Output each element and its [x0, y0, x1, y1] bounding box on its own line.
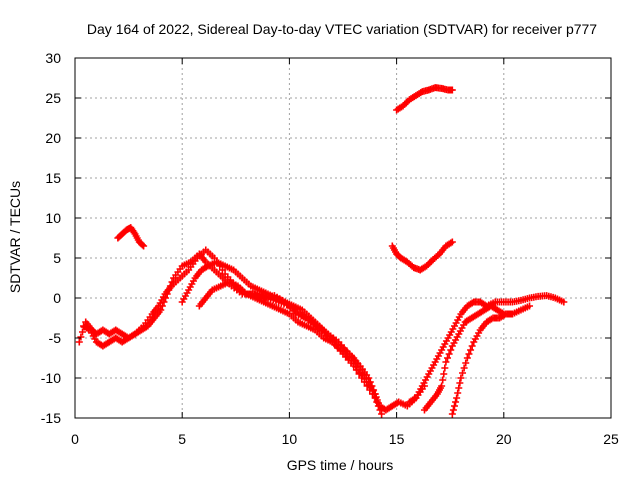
chart-title: Day 164 of 2022, Sidereal Day-to-day VTE… — [87, 21, 597, 37]
x-tick-label: 25 — [603, 431, 619, 447]
y-axis-label: SDTVAR / TECUs — [7, 181, 23, 293]
series-arc-4 — [195, 278, 379, 398]
y-tick-label: 30 — [45, 50, 61, 66]
data-point-interp — [374, 402, 382, 410]
y-tick-label: 5 — [53, 250, 61, 266]
data-point — [508, 310, 516, 318]
data-point — [453, 394, 461, 402]
data-point-interp — [465, 350, 473, 358]
data-point-interp — [468, 342, 476, 350]
data-point-interp — [77, 333, 85, 341]
data-point-interp — [454, 389, 462, 397]
data-point — [448, 86, 456, 94]
y-tick-label: -15 — [41, 410, 61, 426]
data-point-interp — [444, 354, 452, 362]
x-tick-label: 20 — [496, 431, 512, 447]
data-point-interp — [440, 370, 448, 378]
series-arc-5 — [114, 224, 148, 250]
data-point-interp — [452, 398, 460, 406]
data-point — [448, 238, 456, 246]
data-point — [373, 398, 381, 406]
x-tick-label: 0 — [71, 431, 79, 447]
data-point — [448, 410, 456, 418]
data-point-interp — [79, 328, 87, 336]
data-point — [75, 338, 83, 346]
x-tick-label: 15 — [389, 431, 405, 447]
data-point — [457, 374, 465, 382]
data-point-interp — [139, 241, 147, 249]
y-tick-label: 20 — [45, 130, 61, 146]
data-point-interp — [456, 379, 464, 387]
data-point-interp — [467, 346, 475, 354]
series-arc-8 — [405, 292, 568, 406]
series-arc-3 — [178, 258, 381, 406]
x-axis-label: GPS time / hours — [287, 457, 394, 473]
data-point — [140, 242, 148, 250]
data-point-interp — [450, 402, 458, 410]
y-tick-label: 10 — [45, 210, 61, 226]
data-points — [75, 84, 568, 418]
axis-ticks: 0 5 10 15 20 25 -15 -10 -5 0 5 10 15 20 25 30 — [41, 50, 619, 447]
series-arc-9 — [420, 302, 534, 414]
x-tick-label: 5 — [178, 431, 186, 447]
data-point-interp — [462, 359, 470, 367]
grid-lines — [75, 58, 611, 418]
data-point-interp — [459, 369, 467, 377]
data-point — [526, 302, 534, 310]
series-arc-6 — [388, 238, 456, 274]
data-point — [378, 410, 386, 418]
y-tick-label: -10 — [41, 370, 61, 386]
data-point-interp — [376, 406, 384, 414]
data-point-interp — [449, 406, 457, 414]
data-point — [463, 354, 471, 362]
data-point-interp — [445, 350, 453, 358]
data-point-interp — [447, 346, 455, 354]
series-arc-10 — [448, 310, 516, 418]
data-point — [371, 390, 379, 398]
data-point — [560, 298, 568, 306]
y-tick-label: -5 — [49, 330, 62, 346]
data-point-interp — [455, 384, 463, 392]
data-point-interp — [460, 364, 468, 372]
data-point-interp — [441, 364, 449, 372]
y-tick-label: 0 — [53, 290, 61, 306]
data-point — [442, 358, 450, 366]
x-tick-label: 10 — [282, 431, 298, 447]
series-arc-1 — [75, 250, 428, 414]
y-tick-label: 25 — [45, 90, 61, 106]
data-point-interp — [439, 376, 447, 384]
plot-frame — [74, 57, 612, 419]
y-tick-label: 15 — [45, 170, 61, 186]
series-arc-7 — [393, 84, 456, 114]
data-point — [438, 382, 446, 390]
